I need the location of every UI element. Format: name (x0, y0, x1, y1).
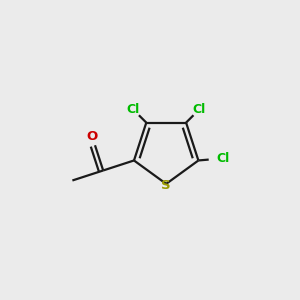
Text: O: O (87, 130, 98, 143)
Text: Cl: Cl (216, 152, 229, 166)
Text: S: S (161, 179, 171, 192)
Text: Cl: Cl (126, 103, 140, 116)
Text: Cl: Cl (193, 103, 206, 116)
